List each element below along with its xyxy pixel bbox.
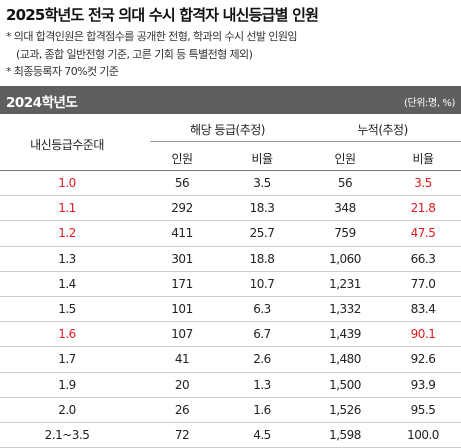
row-band: 2.1~3.5 [44,428,90,442]
header-divider [150,141,461,142]
row-count: 411 [171,226,193,241]
row-band: 1.3 [58,251,76,266]
row-cum-count: 1,480 [329,352,361,367]
row-divider [0,245,461,247]
row-ratio: 2.6 [253,352,271,367]
row-count: 171 [171,276,193,291]
row-divider [0,270,461,272]
year-label: 2024학년도 [6,95,78,111]
row-divider [0,295,461,297]
subheader-cum-ratio: 비율 [412,152,434,166]
row-cum-ratio: 47.5 [410,226,436,241]
row-band: 1.4 [58,276,76,291]
table-row: 1.6 107 6.7 1,439 90.1 [0,322,461,348]
row-count: 292 [171,201,193,216]
row-cum-ratio: 93.9 [410,377,436,392]
row-cum-ratio: 77.0 [410,276,436,291]
table-row: 2.1~3.5 72 4.5 1,598 100.0 [0,423,461,448]
row-count: 20 [174,377,190,392]
row-ratio: 18.3 [249,201,275,216]
table-row: 1.7 41 2.6 1,480 92.6 [0,347,461,373]
group-header-grade: 해당 등급(추정) [190,123,265,137]
row-cum-ratio: 90.1 [410,327,436,342]
subheader-ratio: 비율 [251,152,273,166]
row-count: 41 [174,352,190,367]
row-cum-ratio: 3.5 [414,176,432,190]
row-count: 26 [174,402,190,417]
table-row: 1.1 292 18.3 348 21.8 [0,196,461,222]
row-count: 101 [171,302,193,316]
page-title: 2025학년도 전국 의대 수시 합격자 내신등급별 인원 [6,6,319,24]
row-divider [0,396,461,398]
table-row: 1.0 56 3.5 56 3.5 [0,171,461,197]
row-ratio: 6.3 [253,302,271,316]
group-header-cumulative: 누적(추정) [357,123,408,137]
row-cum-count: 1,500 [329,377,361,392]
row-band: 1.7 [58,352,76,367]
row-divider [0,321,461,323]
header-bottom-line [0,170,461,171]
band-column-header: 내신등급수준대 [30,138,104,152]
row-cum-count: 1,332 [329,302,361,316]
table-row: 1.5 101 6.3 1,332 83.4 [0,297,461,323]
row-cum-count: 1,060 [329,251,361,266]
row-band: 1.6 [58,327,76,342]
row-cum-ratio: 66.3 [410,251,436,266]
row-divider [0,195,461,197]
table-row: 1.3 301 18.8 1,060 66.3 [0,247,461,272]
row-divider [0,371,461,373]
table-row: 1.9 20 1.3 1,500 93.9 [0,373,461,398]
row-divider [0,421,461,423]
row-count: 56 [174,176,190,190]
row-ratio: 18.8 [249,251,275,266]
row-cum-ratio: 21.8 [410,201,436,216]
row-cum-count: 1,526 [329,402,361,417]
row-cum-count: 348 [334,201,356,216]
table-header-group-row: 내신등급수준대 해당 등급(추정) 누적(추정) [0,114,461,152]
row-cum-count: 1,598 [329,428,361,442]
table-row: 1.2 411 25.7 759 47.5 [0,221,461,247]
note-line: * 최종등록자 70%컷 기준 [6,65,119,78]
row-cum-count: 759 [334,226,356,241]
table-subheader-row: 인원 비율 인원 비율 [0,142,461,170]
row-cum-ratio: 83.4 [410,302,436,316]
unit-label: (단위:명, %) [403,98,455,109]
table-title-bar: 2024학년도 (단위:명, %) [0,86,461,114]
row-band: 2.0 [58,402,76,417]
row-count: 72 [174,428,190,442]
note-line: * 의대 합격인원은 합격점수를 공개한 전형, 학과의 수시 선발 인원임 [6,30,298,43]
row-count: 107 [171,327,193,342]
row-band: 1.1 [58,201,76,216]
row-cum-ratio: 100.0 [407,428,439,442]
row-band: 1.5 [58,302,76,316]
row-ratio: 10.7 [249,276,275,291]
row-divider [0,220,461,222]
row-band: 1.0 [58,176,76,190]
row-cum-ratio: 95.5 [410,402,436,417]
table-row: 2.0 26 1.6 1,526 95.5 [0,398,461,423]
row-band: 1.9 [58,377,76,392]
subheader-count: 인원 [171,152,193,166]
table-row: 1.4 171 10.7 1,231 77.0 [0,272,461,297]
row-divider [0,346,461,348]
row-cum-count: 56 [337,176,353,190]
row-ratio: 4.5 [253,428,271,442]
note-line: (교과, 종합 일반전형 기준, 고른 기회 등 특별전형 제외) [16,47,253,61]
notes: * 의대 합격인원은 합격점수를 공개한 전형, 학과의 수시 선발 인원임 (… [6,28,458,81]
row-ratio: 1.6 [253,402,271,417]
row-band: 1.2 [58,226,76,241]
row-ratio: 1.3 [253,377,271,392]
row-cum-ratio: 92.6 [410,352,436,367]
row-cum-count: 1,231 [329,276,361,291]
row-count: 301 [171,251,193,266]
row-ratio: 25.7 [249,226,275,241]
row-ratio: 3.5 [253,176,271,190]
subheader-cum-count: 인원 [334,152,356,166]
row-ratio: 6.7 [253,327,271,342]
row-cum-count: 1,439 [329,327,361,342]
